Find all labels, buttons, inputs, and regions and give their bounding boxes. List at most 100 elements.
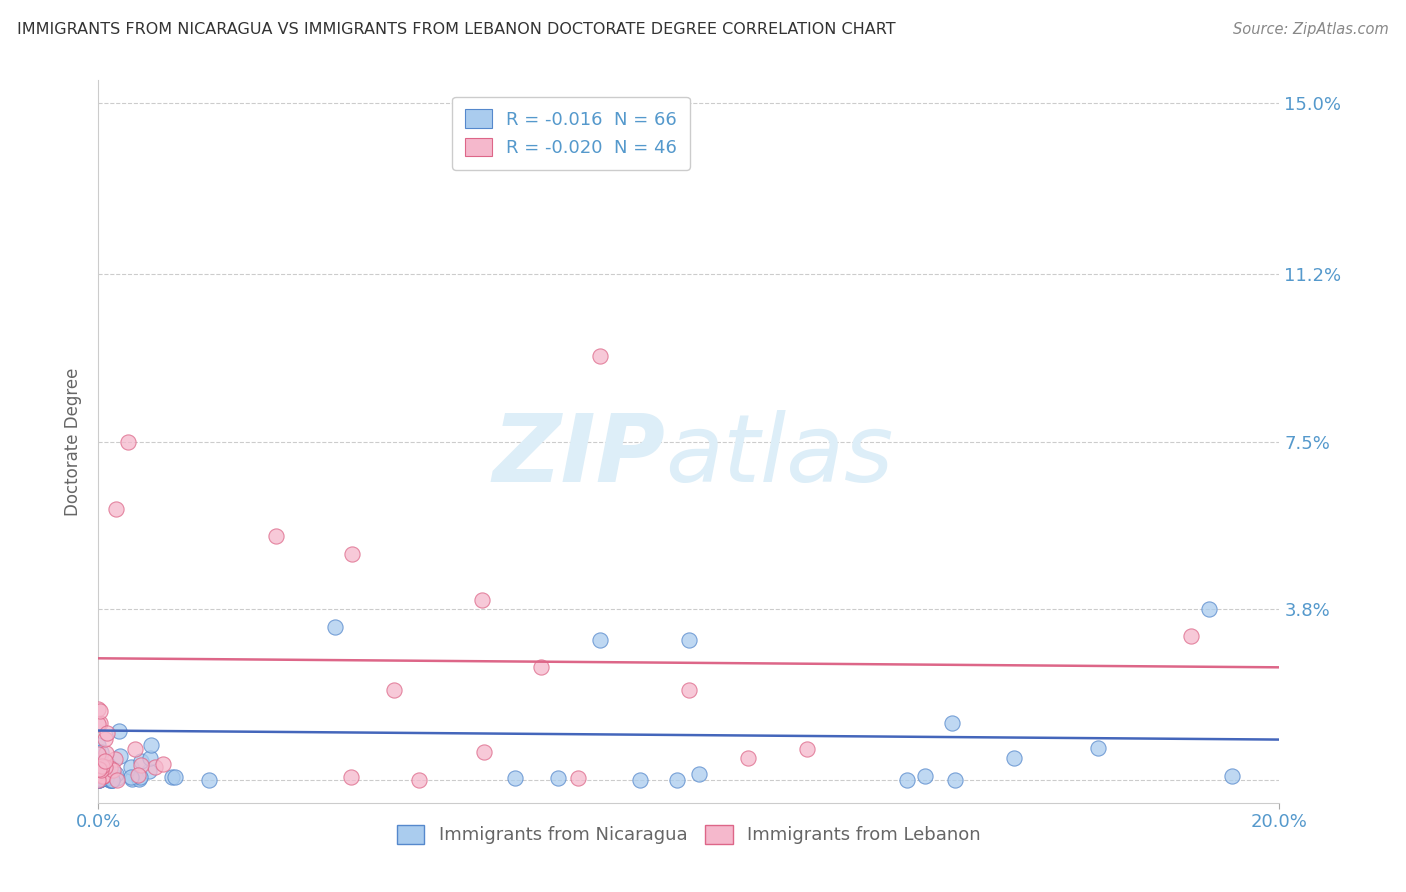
Point (678, 633, 700, 648)
Point (96, 768, 118, 782)
Point (87, 746, 110, 760)
Point (1220, 769, 1243, 783)
Point (87, 771, 110, 785)
Point (98, 772, 121, 787)
Point (94, 771, 117, 785)
Point (90, 763, 112, 777)
Point (87, 773, 110, 788)
Point (89, 766, 111, 780)
Point (110, 749, 132, 764)
Point (141, 738, 163, 752)
Point (589, 349, 612, 363)
Point (98, 762, 121, 776)
Point (93, 769, 115, 783)
Point (1087, 740, 1109, 755)
Point (96, 760, 118, 774)
Point (688, 767, 710, 781)
Text: ZIP: ZIP (492, 410, 665, 502)
Point (163, 770, 186, 784)
Point (94, 771, 117, 785)
Point (117, 434, 139, 449)
Point (89, 716, 111, 731)
Point (101, 772, 124, 787)
Point (408, 772, 430, 787)
Point (96, 746, 118, 760)
Point (628, 773, 651, 788)
Point (87, 702, 110, 716)
Point (103, 769, 125, 783)
Point (505, 771, 527, 785)
Text: atlas: atlas (665, 410, 894, 501)
Point (1002, 750, 1025, 764)
Point (796, 741, 818, 756)
Point (87, 772, 110, 787)
Point (474, 745, 496, 759)
Point (129, 758, 152, 772)
Point (941, 716, 963, 731)
Point (89, 704, 111, 718)
Point (101, 772, 124, 787)
Point (1198, 601, 1220, 615)
Point (87, 770, 110, 784)
Point (87, 761, 110, 775)
Point (737, 750, 759, 764)
Point (162, 770, 184, 784)
Point (93, 768, 115, 782)
Point (104, 767, 127, 781)
Point (87, 761, 110, 775)
Point (105, 502, 128, 516)
Point (105, 771, 128, 785)
Point (93, 731, 115, 746)
Text: Source: ZipAtlas.com: Source: ZipAtlas.com (1233, 22, 1389, 37)
Point (100, 770, 122, 784)
Point (914, 769, 936, 783)
Point (87, 762, 110, 776)
Point (143, 760, 166, 774)
Point (103, 752, 125, 766)
Point (91, 769, 114, 783)
Point (87, 770, 110, 784)
Point (87, 772, 110, 786)
Y-axis label: Doctorate Degree: Doctorate Degree (65, 368, 83, 516)
Point (138, 764, 160, 779)
Point (87, 773, 110, 788)
Point (96, 725, 118, 739)
Point (91, 768, 114, 782)
Point (264, 529, 287, 543)
Point (89, 770, 111, 784)
Point (567, 771, 589, 785)
Point (896, 773, 918, 788)
Point (87, 717, 110, 731)
Point (90, 758, 112, 772)
Point (93, 771, 115, 785)
Point (103, 763, 125, 777)
Point (128, 772, 150, 786)
Point (382, 682, 405, 697)
Point (91, 771, 114, 785)
Point (1180, 629, 1202, 643)
Legend: Immigrants from Nicaragua, Immigrants from Lebanon: Immigrants from Nicaragua, Immigrants fr… (389, 818, 988, 852)
Point (87, 770, 110, 784)
Point (471, 592, 494, 607)
Point (87, 738, 110, 752)
Point (678, 682, 700, 697)
Point (93, 764, 115, 779)
Point (90, 769, 112, 783)
Point (121, 772, 143, 786)
Point (152, 756, 174, 771)
Point (93, 769, 115, 783)
Point (530, 660, 553, 674)
Point (89, 772, 111, 787)
Point (90, 759, 112, 773)
Point (87, 773, 110, 788)
Text: IMMIGRANTS FROM NICARAGUA VS IMMIGRANTS FROM LEBANON DOCTORATE DEGREE CORRELATIO: IMMIGRANTS FROM NICARAGUA VS IMMIGRANTS … (17, 22, 896, 37)
Point (87, 747, 110, 762)
Point (138, 751, 160, 765)
Point (197, 772, 219, 787)
Point (129, 770, 152, 784)
Point (93, 754, 115, 768)
Point (94, 760, 117, 774)
Point (127, 767, 149, 781)
Point (547, 771, 569, 785)
Point (107, 723, 129, 738)
